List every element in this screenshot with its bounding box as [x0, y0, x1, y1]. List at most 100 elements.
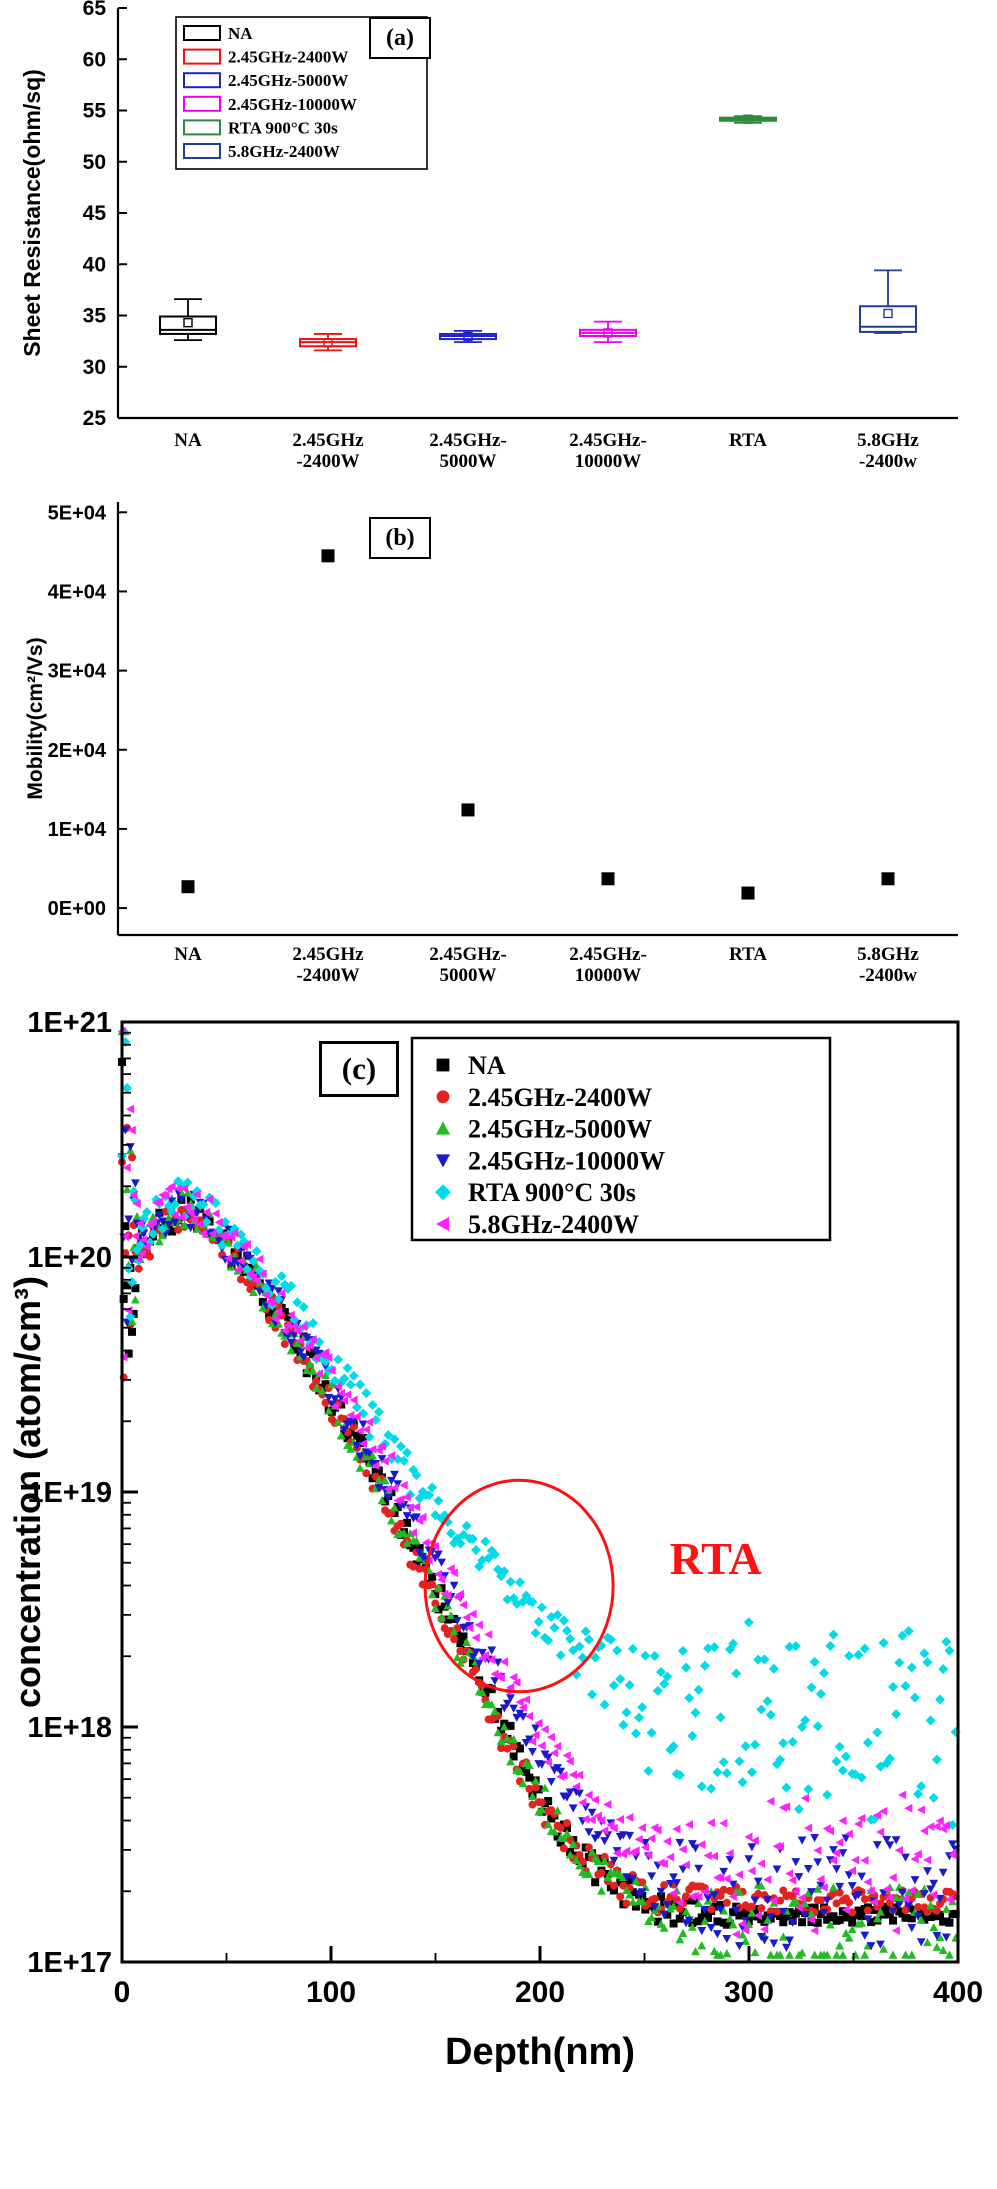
- a-category-label: 5000W: [440, 451, 497, 472]
- c-legend-label: RTA 900°C 30s: [468, 1178, 636, 1207]
- b-category-labels: NA 2.45GHz-2400W2.45GHz-5000W2.45GHz-1000…: [174, 944, 919, 986]
- a-legend-swatch: [183, 95, 221, 112]
- a-category-label: 10000W: [575, 451, 642, 472]
- c-legend-label: 2.45GHz-5000W: [468, 1115, 652, 1144]
- panel-b-label: (b): [369, 517, 431, 559]
- depth-profile-chart: 1E+17 1E+18 1E+19 1E+20 1E+21 0 100 200 300 400 De…: [7, 1007, 983, 2073]
- a-category-label: 2.45GHz: [292, 430, 364, 451]
- c-xtick-label: 200: [515, 1976, 565, 2009]
- sheet-resistance-chart: 25 30 35 40 45 50 55 60 65 Sheet Resistance(ohm/s…: [19, 0, 958, 472]
- c-legend-label: 5.8GHz-2400W: [468, 1210, 639, 1239]
- b-ytick-label: 4E+04: [48, 581, 107, 603]
- a-category-labels: NA 2.45GHz-2400W2.45GHz-5000W2.45GHz-1000…: [174, 430, 919, 472]
- mobility-chart: 0E+00 1E+04 2E+04 3E+04 4E+04 5E+04 Mobility(c…: [24, 502, 958, 986]
- a-category-label: 5.8GHz: [857, 430, 919, 451]
- a-category-label: RTA: [729, 430, 767, 451]
- mean-marker: [183, 317, 193, 328]
- a-legend-label: 2.45GHz-5000W: [228, 71, 348, 90]
- b-category-label: -2400w: [859, 965, 917, 986]
- a-legend-label: 5.8GHz-2400W: [228, 142, 340, 161]
- a-legend-swatch: [183, 72, 221, 89]
- a-ytick-label: 45: [83, 202, 107, 225]
- c-xtick-label: 300: [724, 1976, 774, 2009]
- c-ytick-label: 1E+20: [27, 1242, 112, 1274]
- c-legend-label: NA: [468, 1051, 506, 1080]
- mean-marker: [463, 331, 473, 342]
- c-series-triangle-left: [117, 1027, 960, 1939]
- c-legend-marker: [436, 1090, 450, 1104]
- mean-marker: [603, 328, 613, 338]
- b-ytick-label: 3E+04: [48, 661, 107, 683]
- a-legend-label: RTA 900°C 30s: [228, 118, 338, 137]
- c-ytick-label: 1E+21: [27, 1007, 112, 1039]
- c-legend-marker: [435, 1184, 451, 1201]
- c-x-axis-title: Depth(nm): [445, 2031, 635, 2073]
- b-category-label: -2400W: [296, 965, 359, 986]
- b-point-0: [181, 880, 195, 894]
- panel-c-label: (c): [319, 1041, 399, 1097]
- b-category-label: 2.45GHz: [292, 944, 364, 965]
- b-point-1: [321, 549, 335, 563]
- a-axes: 25 30 35 40 45 50 55 60 65 Sheet Resistance(ohm/s…: [19, 0, 958, 430]
- a-category-label: 2.45GHz-: [569, 430, 647, 451]
- b-point-3: [601, 872, 615, 886]
- c-data-points: [117, 1026, 961, 1959]
- c-xtick-label: 400: [933, 1976, 983, 2009]
- a-y-axis-title: Sheet Resistance(ohm/sq): [19, 69, 45, 357]
- a-ytick-label: 35: [83, 305, 107, 328]
- mean-marker: [743, 114, 753, 124]
- rta-annotation-text: RTA: [670, 1533, 762, 1584]
- c-ytick-label: 1E+17: [27, 1947, 112, 1979]
- c-axes: 1E+17 1E+18 1E+19 1E+20 1E+21 0 100 200 300 400: [27, 1007, 983, 2009]
- c-legend: NA 2.45GHz-2400W 2.45GHz-5000W2.45GHz-1000…: [410, 1036, 832, 1242]
- a-ytick-label: 25: [83, 407, 107, 430]
- b-point-5: [881, 872, 895, 886]
- a-ytick-label: 55: [83, 100, 107, 123]
- a-legend-swatch: [183, 25, 221, 41]
- b-category-label: 2.45GHz-: [429, 944, 507, 965]
- a-category-label: 2.45GHz-: [429, 430, 507, 451]
- b-point-2: [461, 803, 475, 817]
- b-category-label: RTA: [729, 944, 767, 965]
- b-category-label: 10000W: [575, 965, 642, 986]
- c-legend-marker: [435, 1154, 451, 1168]
- a-legend-swatch: [183, 143, 221, 159]
- b-category-label: 2.45GHz-: [569, 944, 647, 965]
- a-legend-label: NA: [228, 24, 253, 43]
- panel-b-mobility-scatter: 0E+00 1E+04 2E+04 3E+04 4E+04 5E+04 Mobility(c…: [0, 490, 997, 1005]
- c-legend-marker: [435, 1216, 449, 1232]
- c-legend-label: 2.45GHz-2400W: [468, 1083, 652, 1112]
- a-boxes: [159, 114, 917, 352]
- a-legend-label: 2.45GHz-2400W: [228, 48, 348, 67]
- a-ytick-label: 60: [83, 48, 106, 71]
- b-ytick-label: 1E+04: [48, 819, 107, 841]
- b-y-axis-title: Mobility(cm²/Vs): [24, 637, 47, 799]
- a-ytick-label: 30: [83, 356, 106, 379]
- a-ytick-label: 50: [83, 151, 106, 174]
- a-category-label: NA: [174, 430, 202, 451]
- c-legend-marker: [435, 1121, 451, 1135]
- a-category-label: -2400W: [296, 451, 359, 472]
- b-axes: 0E+00 1E+04 2E+04 3E+04 4E+04 5E+04 Mobility(c…: [24, 502, 958, 937]
- b-point-4: [741, 886, 755, 900]
- mean-marker: [323, 337, 333, 348]
- b-ytick-label: 0E+00: [48, 898, 106, 920]
- b-category-label: NA: [174, 944, 202, 965]
- panel-a-label: (a): [369, 17, 431, 59]
- c-ytick-label: 1E+19: [27, 1477, 112, 1509]
- mean-marker: [883, 308, 893, 319]
- a-ytick-label: 65: [83, 0, 107, 20]
- b-category-label: 5.8GHz: [857, 944, 919, 965]
- b-ytick-label: 5E+04: [48, 502, 107, 524]
- b-ytick-label: 2E+04: [48, 740, 107, 762]
- panel-a-sheet-resistance-boxplot: 25 30 35 40 45 50 55 60 65 Sheet Resistance(ohm/s…: [0, 0, 997, 480]
- c-y-axis-title: concentration (atom/cm³): [7, 1276, 48, 1708]
- panel-c-sims-depth-profile: 1E+17 1E+18 1E+19 1E+20 1E+21 0 100 200 300 400 De…: [0, 1005, 997, 2189]
- a-ytick-label: 40: [83, 253, 106, 276]
- a-legend-swatch: [183, 48, 221, 65]
- b-data-points: [181, 549, 895, 900]
- c-legend-marker: [436, 1058, 450, 1072]
- a-category-label: -2400w: [859, 451, 917, 472]
- a-legend-label: 2.45GHz-10000W: [228, 95, 357, 114]
